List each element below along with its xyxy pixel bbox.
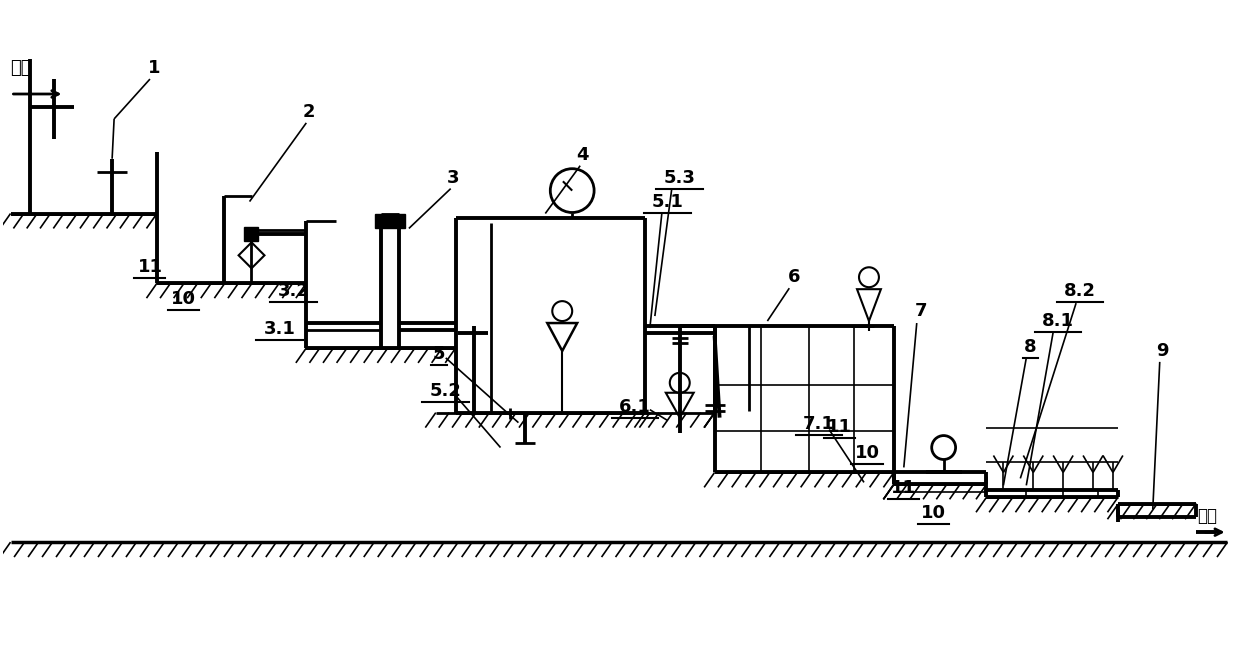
Text: 10: 10 <box>854 444 879 462</box>
Text: 7.1: 7.1 <box>804 415 835 433</box>
Text: 5.3: 5.3 <box>663 168 696 186</box>
Text: 8.1: 8.1 <box>1042 312 1074 330</box>
Text: 11: 11 <box>138 259 162 277</box>
Text: 6: 6 <box>789 268 801 286</box>
Text: 8: 8 <box>1024 338 1037 356</box>
Text: 3: 3 <box>446 168 459 186</box>
Text: 10: 10 <box>171 290 196 308</box>
Polygon shape <box>374 214 405 228</box>
Text: 污水: 污水 <box>11 59 32 77</box>
Text: 8.2: 8.2 <box>1064 282 1096 300</box>
Polygon shape <box>243 227 258 241</box>
Text: 4: 4 <box>575 146 589 164</box>
Text: 11: 11 <box>827 418 852 436</box>
Text: 3.1: 3.1 <box>263 320 295 338</box>
Text: 7: 7 <box>914 302 928 320</box>
Text: 5.2: 5.2 <box>430 381 461 399</box>
Text: 5.1: 5.1 <box>652 192 683 210</box>
Text: 2: 2 <box>303 103 315 121</box>
Text: 10: 10 <box>921 504 946 522</box>
Text: 9: 9 <box>1157 342 1169 360</box>
Text: 1: 1 <box>148 59 160 77</box>
Text: 6.1: 6.1 <box>619 397 651 415</box>
Text: 5: 5 <box>433 345 445 363</box>
Text: 出水: 出水 <box>1198 507 1218 525</box>
Text: 3.2: 3.2 <box>278 282 309 300</box>
Text: 11: 11 <box>892 480 916 497</box>
